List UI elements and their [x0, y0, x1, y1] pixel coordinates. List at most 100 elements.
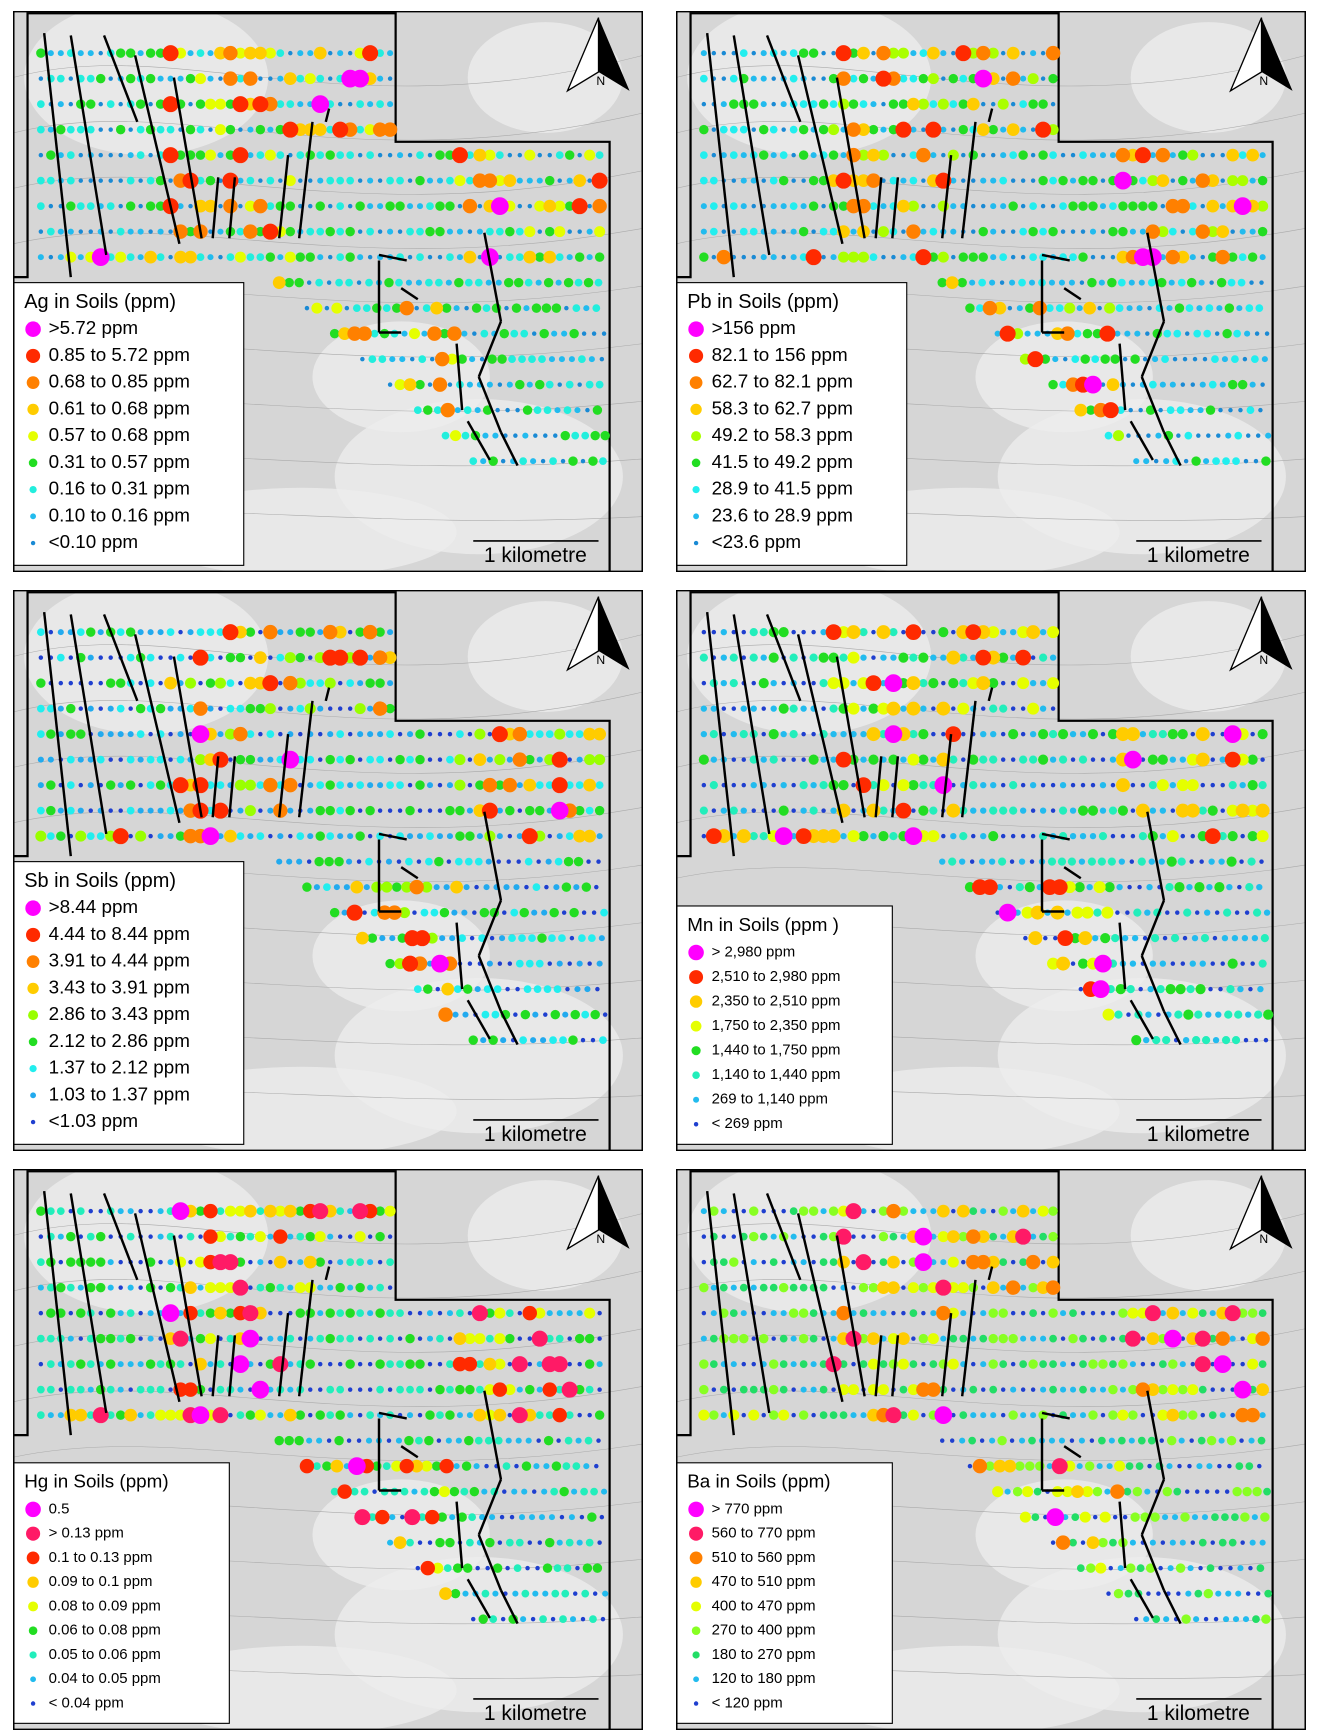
soil-sample [337, 1234, 343, 1239]
soil-sample [416, 227, 424, 236]
soil-sample [916, 1382, 931, 1397]
soil-sample [801, 680, 806, 686]
soil-sample [1227, 252, 1238, 262]
soil-sample [700, 1208, 707, 1215]
soil-sample [828, 1206, 839, 1216]
soil-sample [306, 679, 315, 688]
soil-sample [1176, 406, 1185, 415]
soil-sample [580, 1616, 586, 1622]
soil-sample [1218, 986, 1223, 992]
soil-sample [534, 1307, 546, 1319]
soil-sample [515, 227, 524, 236]
soil-sample [1017, 626, 1030, 639]
soil-sample [949, 1334, 958, 1343]
soil-sample [406, 833, 414, 840]
soil-sample [177, 731, 184, 738]
soil-sample [1147, 1463, 1152, 1469]
legend-label: >156 ppm [712, 317, 796, 338]
contour [676, 228, 1306, 249]
soil-sample [1220, 808, 1225, 813]
soil-sample [1069, 1412, 1077, 1419]
soil-sample [108, 178, 113, 183]
soil-sample [967, 1463, 973, 1469]
soil-sample [316, 1334, 325, 1343]
soil-sample [829, 227, 838, 236]
soil-sample [1130, 382, 1136, 387]
soil-sample [976, 304, 984, 313]
soil-sample [1020, 50, 1026, 56]
soil-sample [218, 254, 223, 260]
soil-sample [914, 1227, 933, 1246]
soil-sample [1220, 178, 1225, 183]
soil-sample [318, 731, 323, 737]
soil-sample [930, 654, 937, 661]
soil-sample [97, 629, 104, 636]
soil-sample [431, 1461, 442, 1471]
soil-sample [515, 379, 525, 390]
soil-sample [1239, 781, 1246, 789]
soil-sample [405, 1333, 415, 1344]
soil-sample [482, 777, 498, 793]
soil-sample [1034, 330, 1041, 337]
soil-sample [317, 254, 324, 261]
soil-sample [1100, 254, 1106, 260]
fault [466, 999, 491, 1040]
soil-sample [48, 629, 54, 635]
soil-sample [378, 355, 387, 364]
soil-sample [356, 125, 365, 134]
soil-sample [277, 629, 284, 636]
soil-sample [955, 45, 972, 62]
soil-sample [554, 226, 566, 238]
soil-sample [328, 1361, 333, 1367]
fault [1129, 999, 1154, 1040]
soil-sample [1227, 175, 1239, 187]
soil-sample [1193, 1616, 1200, 1623]
terrain [1130, 1180, 1286, 1291]
soil-sample [840, 152, 847, 159]
soil-sample [711, 629, 717, 635]
soil-sample [46, 150, 56, 160]
soil-sample [453, 985, 462, 994]
soil-sample [365, 1437, 373, 1444]
soil-sample [1098, 832, 1108, 841]
soil-sample [479, 356, 485, 362]
soil-sample [699, 124, 709, 135]
soil-sample [385, 958, 395, 969]
soil-sample [311, 302, 323, 314]
soil-sample [162, 45, 179, 62]
soil-sample [739, 227, 748, 236]
soil-sample [389, 1514, 396, 1521]
soil-sample [537, 152, 542, 158]
soil-sample [543, 1435, 554, 1446]
fault [1063, 287, 1082, 301]
soil-sample [991, 152, 996, 158]
soil-sample [1007, 305, 1013, 311]
soil-sample [995, 910, 1000, 915]
soil-sample [1050, 808, 1056, 813]
soil-sample [1256, 1564, 1265, 1573]
soil-sample [562, 1462, 571, 1471]
soil-sample [333, 625, 347, 639]
soil-sample [503, 174, 517, 188]
soil-sample [505, 1333, 515, 1344]
soil-sample [998, 1206, 1008, 1216]
soil-sample [530, 1037, 537, 1044]
soil-sample [376, 49, 384, 58]
legend-box [676, 905, 893, 1145]
soil-sample [1090, 757, 1096, 762]
fault [1140, 899, 1166, 957]
soil-sample [68, 680, 73, 686]
soil-sample [1190, 1540, 1195, 1545]
soil-sample [268, 1310, 273, 1316]
soil-sample [343, 884, 350, 891]
soil-sample [768, 1410, 779, 1420]
soil-sample [939, 858, 946, 865]
soil-sample [284, 1435, 294, 1446]
soil-sample [1040, 1259, 1046, 1265]
soil-sample [267, 1233, 274, 1240]
north-label: N [1259, 653, 1268, 667]
soil-sample [999, 325, 1016, 342]
soil-sample [1171, 1514, 1179, 1521]
soil-sample [940, 654, 947, 661]
soil-sample [46, 704, 55, 713]
